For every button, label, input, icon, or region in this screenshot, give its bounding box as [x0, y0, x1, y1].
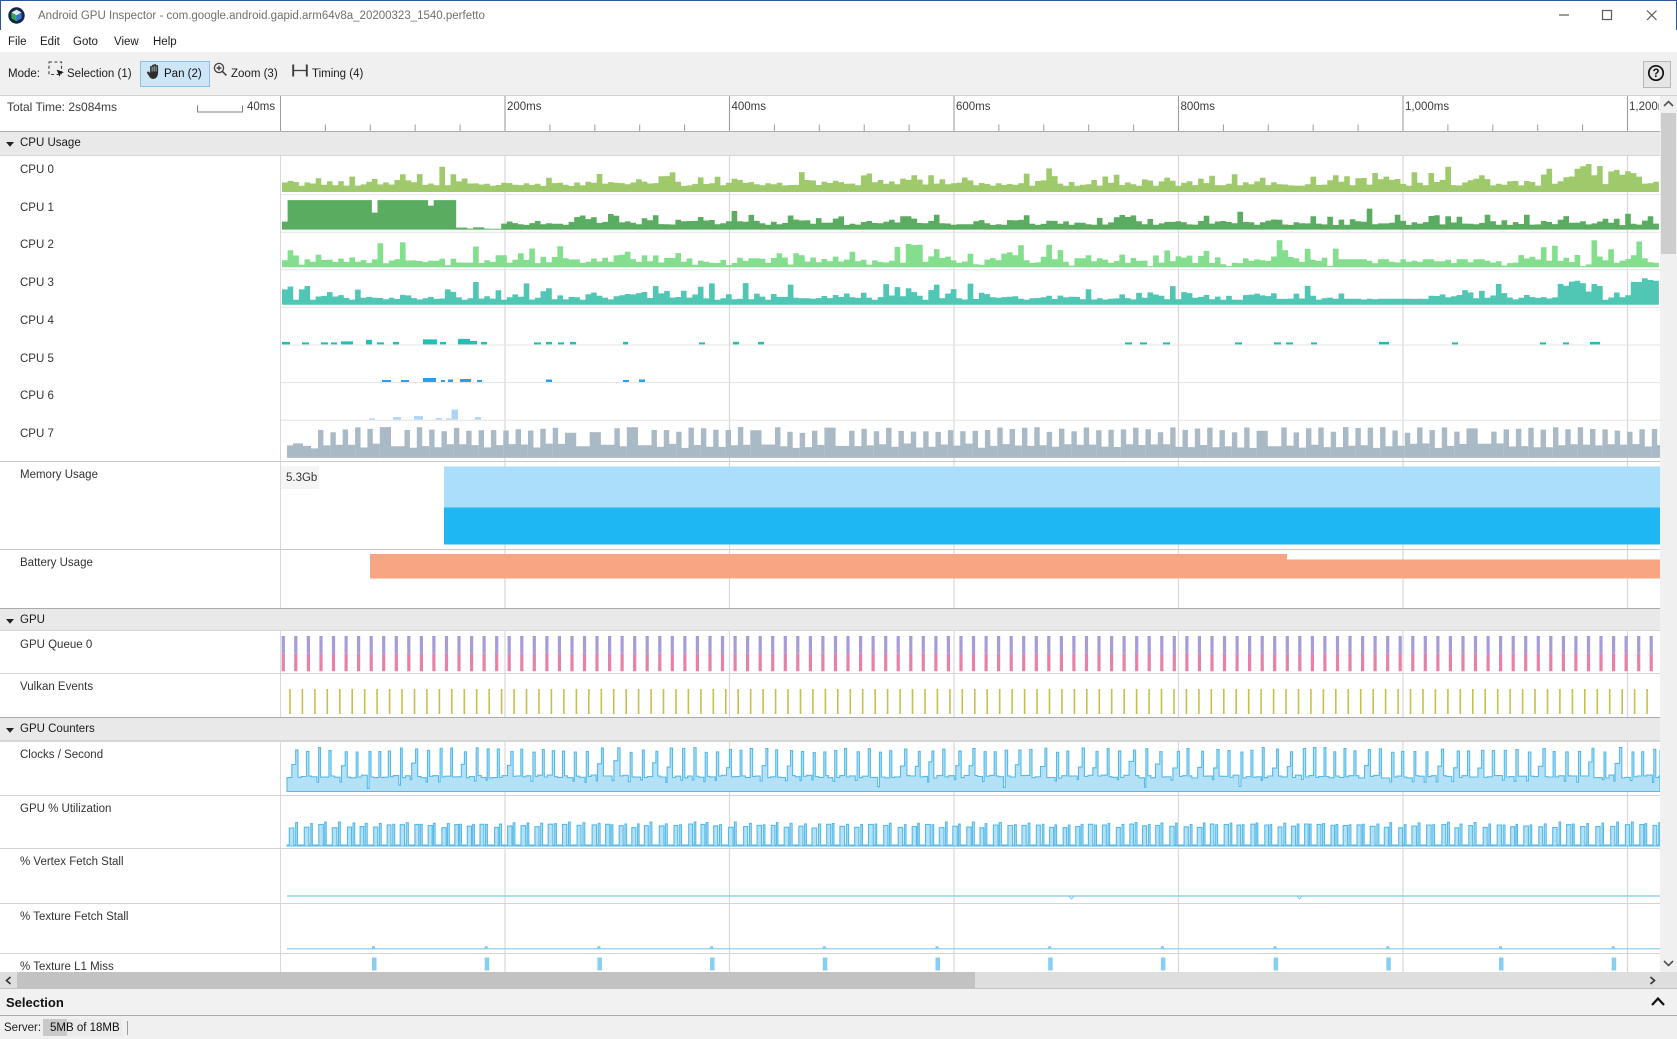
svg-text:?: ?	[1652, 68, 1659, 80]
